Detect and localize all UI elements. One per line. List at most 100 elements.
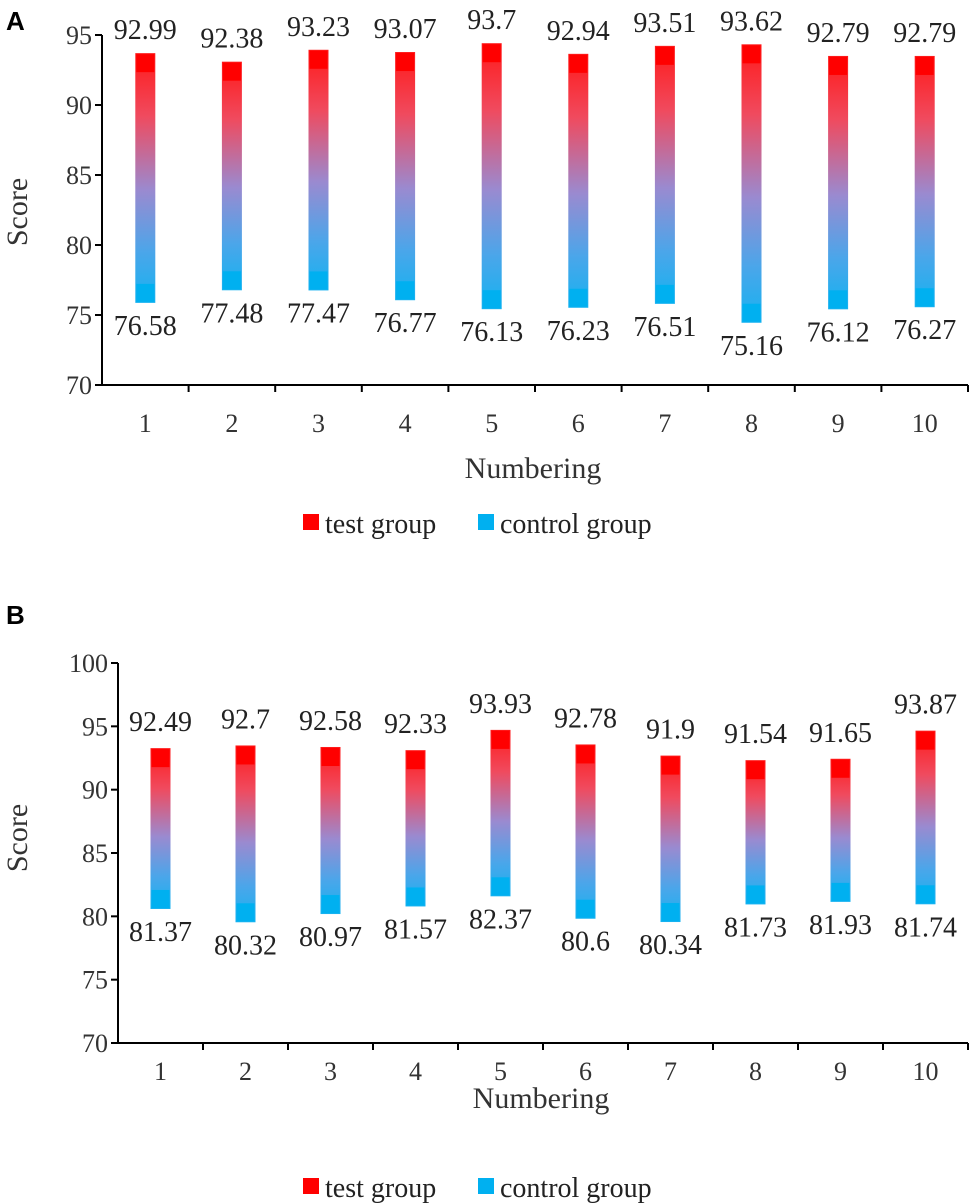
test-group-value-label: 92.78	[554, 703, 617, 734]
test-group-marker	[151, 749, 170, 768]
range-bar	[660, 755, 681, 923]
control-group-marker	[915, 288, 934, 307]
control-group-marker	[491, 877, 510, 896]
control-group-value-label: 76.12	[807, 317, 870, 348]
control-group-marker	[569, 288, 588, 307]
y-tick-label: 80	[66, 231, 92, 260]
test-group-value-label: 92.7	[221, 704, 270, 735]
control-group-value-label: 81.57	[384, 914, 447, 945]
control-group-marker	[406, 887, 425, 906]
legend-swatch-control	[478, 1178, 494, 1194]
x-tick-label: 7	[664, 1057, 677, 1086]
control-group-value-label: 76.77	[374, 308, 437, 339]
x-tick-label: 7	[658, 409, 671, 438]
control-group-marker	[321, 895, 340, 914]
panel-b-plot: 70 75 80 85 90 95 100 1 2 3 4 5 6 7 8 9 10 92.49 81.37 92.7…	[69, 649, 969, 1086]
legend-label-test: test group	[325, 509, 436, 540]
test-group-value-label: 93.62	[720, 6, 783, 37]
test-group-marker	[576, 745, 595, 764]
y-tick-label: 70	[82, 1029, 108, 1058]
control-group-marker	[742, 303, 761, 322]
test-group-value-label: 93.23	[287, 12, 350, 43]
control-group-value-label: 81.74	[894, 912, 957, 943]
x-tick-label: 3	[324, 1057, 337, 1086]
range-bar	[481, 43, 502, 310]
panel-b-legend: test group control group	[303, 1173, 652, 1204]
range-bar	[235, 745, 256, 923]
control-group-marker	[831, 882, 850, 901]
x-tick-label: 5	[494, 1057, 507, 1086]
control-group-marker	[309, 271, 328, 290]
x-tick-label: 10	[913, 1057, 939, 1086]
test-group-value-label: 92.94	[547, 16, 610, 47]
test-group-value-label: 92.38	[200, 24, 263, 55]
test-group-value-label: 92.33	[384, 709, 447, 740]
y-tick-label: 75	[66, 301, 92, 330]
range-bar	[221, 61, 242, 291]
test-group-value-label: 92.99	[114, 15, 177, 46]
control-group-value-label: 76.51	[633, 312, 696, 343]
test-group-value-label: 92.79	[807, 18, 870, 49]
x-tick-label: 1	[139, 409, 152, 438]
test-group-value-label: 93.51	[633, 8, 696, 39]
control-group-marker	[655, 284, 674, 303]
test-group-value-label: 91.9	[646, 715, 695, 746]
y-tick-label: 70	[66, 371, 92, 400]
test-group-marker	[136, 54, 155, 73]
x-tick-label: 3	[312, 409, 325, 438]
test-group-value-label: 91.54	[724, 719, 787, 750]
panel-a-y-axis-title: Score	[1, 178, 34, 246]
x-tick-label: 1	[154, 1057, 167, 1086]
test-group-value-label: 93.07	[374, 14, 437, 45]
panel-b-letter: B	[6, 600, 25, 630]
range-bar	[575, 744, 596, 919]
test-group-marker	[831, 759, 850, 778]
test-group-marker	[309, 50, 328, 69]
panel-b-y-axis-title: Score	[1, 804, 34, 872]
range-bar	[490, 729, 511, 897]
legend-label-control: control group	[500, 509, 652, 540]
test-group-value-label: 93.7	[467, 5, 516, 36]
x-tick-label: 6	[572, 409, 585, 438]
y-tick-label: 100	[69, 649, 108, 678]
x-tick-label: 6	[579, 1057, 592, 1086]
test-group-value-label: 93.93	[469, 689, 532, 720]
control-group-value-label: 81.37	[129, 917, 192, 948]
range-bar	[320, 746, 341, 915]
control-group-value-label: 80.34	[639, 930, 702, 961]
panel-b: B 70 75 80 85 90 95 100 1 2 3 4 5 6 7 8 9 10 92.49 81.37 92…	[1, 600, 969, 1204]
y-tick-label: 90	[66, 91, 92, 120]
test-group-marker	[482, 44, 501, 63]
panel-a-plot: 70 75 80 85 90 95 1 2 3 4 5 6 7 8 9 10 92.99 76.58 92.38 77…	[66, 5, 969, 438]
panel-a-x-axis-title: Numbering	[465, 452, 602, 485]
legend-swatch-test	[303, 514, 319, 530]
legend-label-control: control group	[500, 1173, 652, 1204]
legend-swatch-test	[303, 1178, 319, 1194]
test-group-marker	[222, 62, 241, 81]
control-group-marker	[222, 271, 241, 290]
test-group-marker	[742, 45, 761, 64]
control-group-value-label: 76.27	[893, 315, 956, 346]
control-group-marker	[151, 889, 170, 908]
y-tick-label: 90	[82, 776, 108, 805]
test-group-marker	[569, 54, 588, 73]
control-group-marker	[236, 903, 255, 922]
range-bar	[405, 750, 426, 907]
test-group-marker	[661, 756, 680, 775]
range-bar	[568, 53, 589, 308]
panel-a: A 70 75 80 85 90 95 1 2 3 4 5 6 7 8 9 10 92.99 76.58 92.38…	[1, 5, 969, 540]
test-group-marker	[236, 746, 255, 765]
x-tick-label: 5	[485, 409, 498, 438]
test-group-value-label: 91.65	[809, 718, 872, 749]
x-tick-label: 10	[912, 409, 938, 438]
x-tick-label: 4	[399, 409, 412, 438]
control-group-value-label: 80.32	[214, 930, 277, 961]
x-tick-label: 8	[745, 409, 758, 438]
y-tick-label: 85	[66, 161, 92, 190]
control-group-value-label: 75.16	[720, 331, 783, 362]
control-group-value-label: 80.97	[299, 922, 362, 953]
test-group-marker	[746, 761, 765, 780]
test-group-marker	[406, 751, 425, 770]
control-group-value-label: 80.6	[561, 927, 610, 958]
test-group-marker	[396, 53, 415, 72]
